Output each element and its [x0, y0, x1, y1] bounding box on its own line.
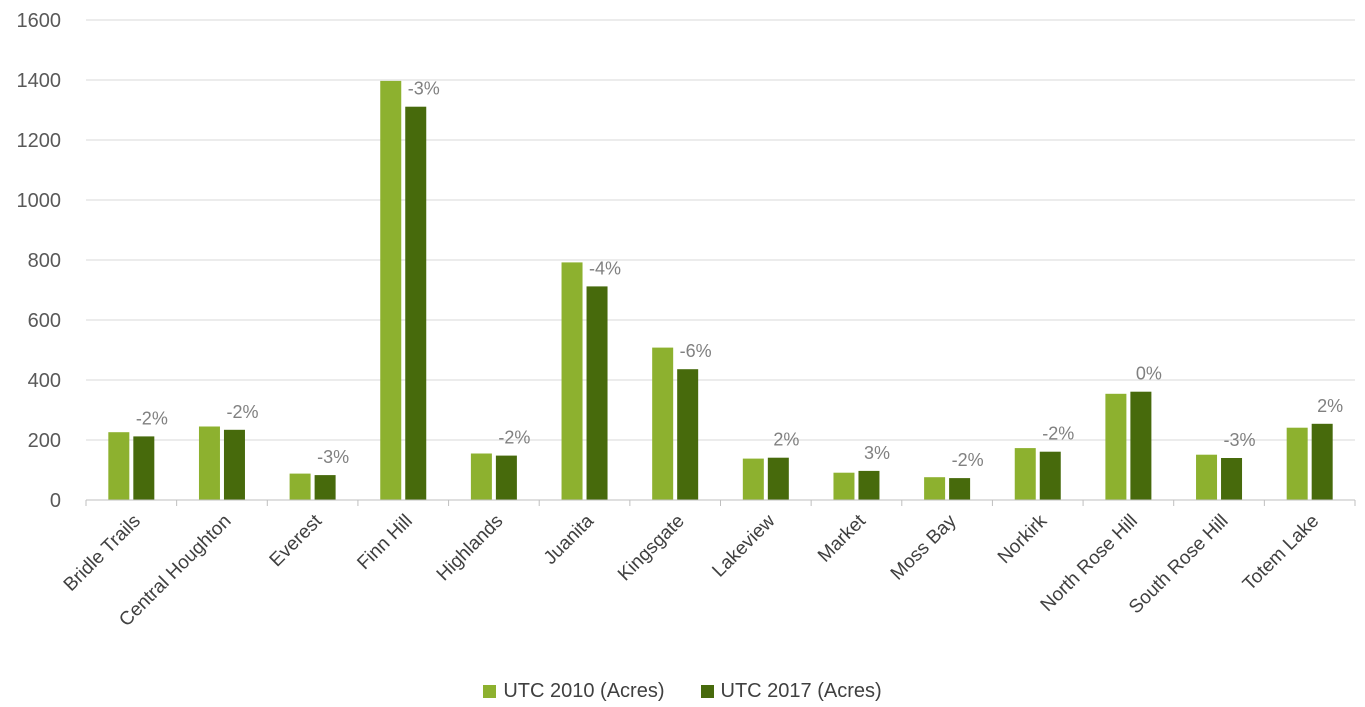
x-tick-label: North Rose Hill: [1037, 511, 1142, 616]
data-label: 2%: [1317, 396, 1343, 416]
x-tick-label: Totem Lake: [1239, 511, 1323, 595]
y-tick-label: 400: [28, 370, 61, 392]
bar-2017-5: [586, 286, 608, 500]
data-label: -2%: [136, 408, 168, 428]
bar-2010-11: [1105, 393, 1127, 500]
bar-2010-10: [1014, 448, 1036, 500]
legend-label-2010: UTC 2010 (Acres): [503, 680, 665, 702]
data-labels: -2% -2% -3% -3% -2% -4% -6% 2% 3% -2% -2% 0% -3% 2%: [136, 79, 1343, 470]
bar-2010-4: [470, 453, 492, 500]
y-tick-label: 800: [28, 250, 61, 272]
data-label: 2%: [773, 430, 799, 450]
y-tick-label: 1400: [17, 70, 62, 92]
bar-2017-1: [223, 429, 245, 500]
x-tick-label: South Rose Hill: [1125, 511, 1232, 618]
data-label: -3%: [1224, 430, 1256, 450]
bar-2010-12: [1196, 454, 1218, 500]
bar-2017-2: [314, 475, 336, 500]
legend-label-2017: UTC 2017 (Acres): [720, 680, 882, 702]
x-tick-label: Moss Bay: [887, 510, 961, 584]
gridlines: [86, 19, 1355, 501]
bar-2017-6: [677, 369, 699, 500]
y-tick-label: 0: [50, 490, 61, 512]
bar-2010-2: [289, 473, 311, 500]
y-axis: 0 200 400 600 800 1000 1200 1400 1600: [17, 10, 62, 512]
x-tick-label: Norkirk: [994, 510, 1052, 568]
bar-2010-6: [652, 347, 674, 500]
x-tick-label: Juanita: [540, 510, 598, 568]
data-label: 3%: [864, 443, 890, 463]
legend: UTC 2010 (Acres) UTC 2017 (Acres): [0, 680, 1365, 703]
legend-swatch-2017: [700, 685, 714, 698]
legend-item-2017: UTC 2017 (Acres): [700, 680, 882, 703]
y-tick-label: 600: [28, 310, 61, 332]
bar-2010-3: [380, 80, 402, 501]
data-label: -3%: [408, 79, 440, 99]
bar-2017-13: [1311, 423, 1333, 500]
legend-swatch-2010: [483, 685, 497, 698]
data-label: -6%: [680, 341, 712, 361]
data-label: -2%: [498, 428, 530, 448]
data-label: 0%: [1136, 364, 1162, 384]
x-tick-label: Highlands: [433, 511, 508, 586]
x-tick-label: Everest: [266, 510, 327, 571]
x-tick-label: Lakeview: [708, 510, 779, 581]
bar-2017-12: [1221, 458, 1243, 500]
data-label: -2%: [226, 402, 258, 422]
bar-2010-0: [108, 432, 130, 500]
x-tick-label: Bridle Trails: [60, 511, 145, 596]
bar-2017-3: [405, 106, 427, 500]
bar-2017-11: [1130, 391, 1152, 500]
x-tick-label: Finn Hill: [353, 511, 416, 574]
bar-2010-5: [561, 262, 583, 500]
bar-2010-13: [1286, 427, 1308, 500]
x-tick-label: Market: [814, 510, 870, 566]
bar-2017-0: [133, 436, 155, 500]
bar-2017-8: [858, 470, 880, 500]
data-label: -2%: [952, 450, 984, 470]
y-tick-label: 200: [28, 430, 61, 452]
bar-2010-1: [198, 426, 220, 500]
bar-2017-7: [767, 457, 789, 500]
bar-2010-7: [742, 458, 764, 500]
x-tick-label: Kingsgate: [614, 511, 689, 586]
data-label: -3%: [317, 447, 349, 467]
data-label: -2%: [1042, 424, 1074, 444]
bar-2010-9: [924, 477, 946, 500]
legend-item-2010: UTC 2010 (Acres): [483, 680, 665, 703]
y-tick-label: 1000: [17, 190, 62, 212]
bar-2010-8: [833, 472, 855, 500]
bars: [108, 80, 1333, 501]
y-tick-label: 1600: [17, 10, 62, 32]
bar-2017-4: [495, 455, 517, 500]
y-tick-label: 1200: [17, 130, 62, 152]
bar-2017-10: [1039, 451, 1061, 500]
bar-2017-9: [949, 478, 971, 500]
data-label: -4%: [589, 258, 621, 278]
